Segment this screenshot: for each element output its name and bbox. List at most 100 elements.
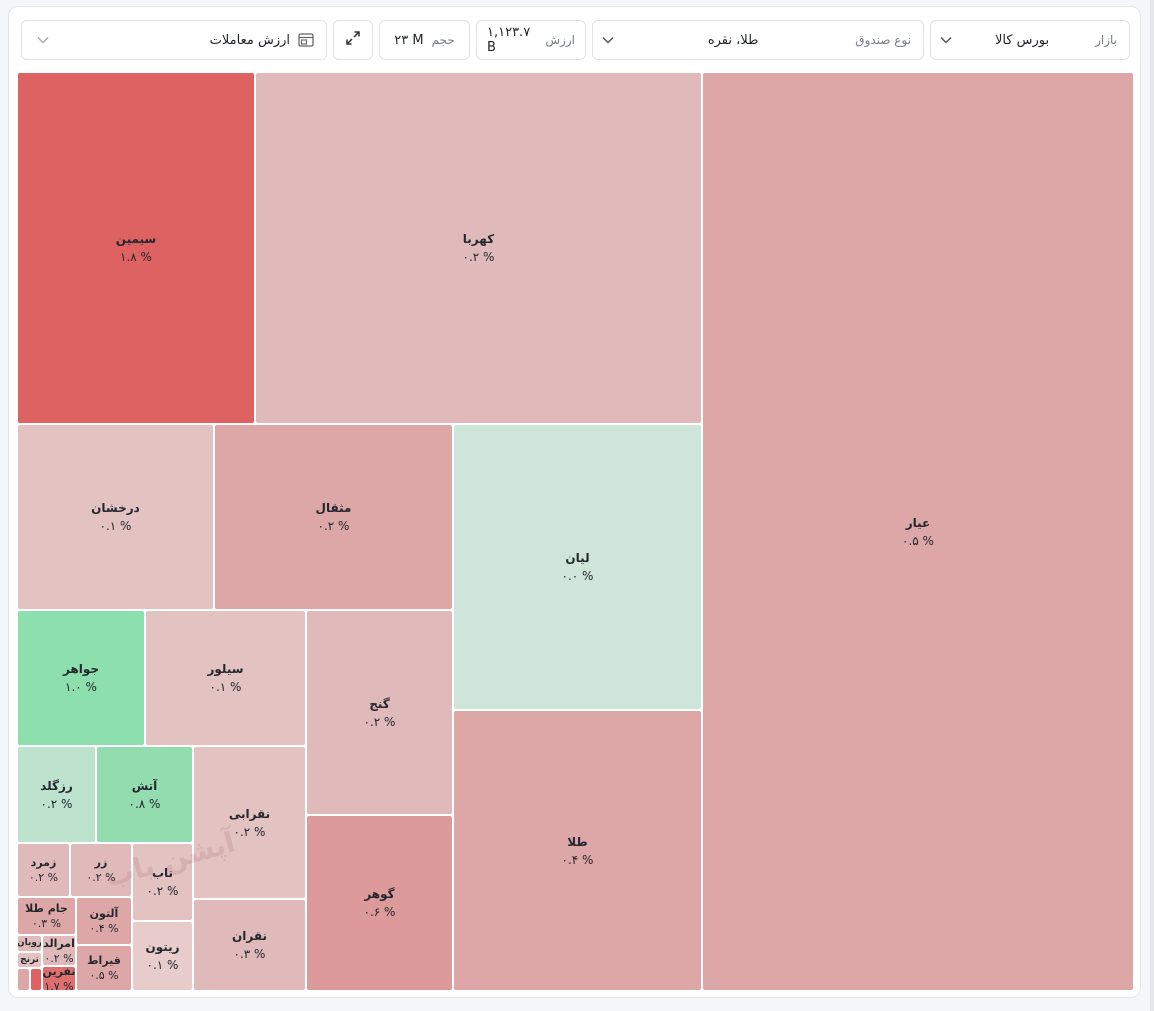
tile-change: ۱.۷ % — [44, 979, 74, 991]
tile-label: سیمین — [115, 232, 157, 246]
tile-zar[interactable]: زر ۰.۲ % — [70, 843, 132, 897]
tile-label: کهربا — [462, 232, 495, 246]
tile-change: ۱.۰ % — [65, 680, 97, 694]
tile-rosegold[interactable]: رزگلد ۰.۲ % — [17, 746, 96, 843]
tile-tala[interactable]: طلا ۰.۴ % — [453, 710, 702, 991]
tile-jam-tala[interactable]: جام طلا ۰.۳ % — [17, 897, 76, 935]
tile-label: ترنج — [20, 954, 39, 965]
tile-label: آلتون — [89, 907, 119, 920]
tile-zomorod[interactable]: زمرد ۰.۲ % — [17, 843, 70, 897]
tile-roban[interactable]: روبان — [17, 935, 42, 952]
fund-type-select[interactable]: نوع صندوق طلا، نقره — [592, 20, 924, 60]
page-scrollbar[interactable] — [1150, 0, 1154, 1011]
tile-change: ۰.۵ % — [902, 533, 934, 548]
tile-silver[interactable]: سیلور ۰.۱ % — [145, 610, 306, 746]
tile-label: آتش — [131, 778, 158, 793]
fullscreen-button[interactable] — [333, 20, 373, 60]
tile-small-a[interactable] — [17, 968, 30, 991]
tile-label: زمرد — [30, 856, 57, 869]
value-stat-label: ارزش — [545, 33, 575, 47]
value-stat-value: ۱,۱۲۳.۷ B — [487, 25, 531, 55]
chevron-down-icon[interactable] — [931, 36, 961, 44]
expand-icon — [345, 30, 361, 50]
tile-change: ۰.۲ % — [86, 871, 116, 884]
tile-alton[interactable]: آلتون ۰.۴ % — [76, 897, 132, 945]
treemap: عیار ۰.۵ % کهربا ۰.۲ % سیمین ۱.۸ % لیان ۰.۰ … — [17, 72, 1134, 991]
tile-label: نقرابی — [228, 806, 271, 821]
fund-type-label: نوع صندوق — [855, 33, 911, 47]
tile-change: ۰.۴ % — [561, 852, 594, 867]
metric-select[interactable]: ارزش معاملات — [21, 20, 327, 60]
tile-label: درخشان — [91, 501, 140, 515]
volume-stat-label: حجم — [431, 33, 455, 47]
tile-label: گوهر — [364, 887, 395, 901]
fund-type-value: طلا، نقره — [707, 32, 759, 48]
tile-label: رزگلد — [40, 778, 73, 793]
tile-change: ۰.۳ % — [31, 917, 62, 930]
tile-noghrabi[interactable]: نقرابی ۰.۲ % — [193, 746, 306, 899]
tile-atash[interactable]: آتش ۰.۸ % — [96, 746, 193, 843]
market-label: بازار — [1095, 33, 1117, 47]
tile-change: ۰.۲ % — [44, 951, 74, 965]
tile-change: ۰.۶ % — [363, 905, 396, 919]
tile-label: جواهر — [62, 662, 100, 676]
tile-emerald[interactable]: امرالد ۰.۲ % — [42, 935, 76, 966]
tile-ganj[interactable]: گنج ۰.۲ % — [306, 610, 453, 815]
tile-kahroba[interactable]: کهربا ۰.۲ % — [255, 72, 702, 424]
tile-change: ۰.۱ % — [209, 680, 242, 694]
tile-simin[interactable]: سیمین ۱.۸ % — [17, 72, 255, 424]
tile-label: جام طلا — [25, 902, 68, 915]
tile-label: نفرین — [42, 966, 76, 978]
tile-change: ۰.۵ % — [89, 969, 119, 982]
tile-ghirat[interactable]: قیراط ۰.۵ % — [76, 945, 132, 991]
tile-change: ۰.۴ % — [89, 922, 119, 935]
tile-label: گنج — [369, 696, 390, 711]
tile-label: قیراط — [87, 954, 121, 967]
tile-label: سیلور — [207, 662, 244, 676]
tile-liyan[interactable]: لیان ۰.۰ % — [453, 424, 702, 710]
tile-change: ۰.۲ % — [233, 824, 266, 839]
tile-label: ریتون — [145, 940, 180, 954]
market-select[interactable]: بازار بورس کالا — [930, 20, 1130, 60]
tile-noghran[interactable]: نقران ۰.۳ % — [193, 899, 306, 991]
tile-derakhshan[interactable]: درخشان ۰.۱ % — [17, 424, 214, 610]
tile-nafrin[interactable]: نفرین ۱.۷ % — [42, 966, 76, 991]
tile-label: لیان — [565, 551, 590, 565]
layout-icon — [290, 33, 326, 47]
tile-label: روبان — [17, 938, 42, 948]
tile-change: ۰.۲ % — [462, 250, 495, 264]
tile-change: ۰.۰ % — [561, 569, 594, 583]
tile-change: ۰.۱ % — [146, 958, 179, 972]
tile-label: عیار — [905, 515, 931, 530]
tile-gohar[interactable]: گوهر ۰.۶ % — [306, 815, 453, 991]
tile-change: ۰.۲ % — [28, 871, 59, 884]
tile-mesghal[interactable]: مثقال ۰.۲ % — [214, 424, 453, 610]
volume-stat-value: ۲۳ M — [394, 32, 424, 48]
tile-ayar[interactable]: عیار ۰.۵ % — [702, 72, 1134, 991]
tile-label: طلا — [567, 834, 588, 849]
tile-javaher[interactable]: جواهر ۱.۰ % — [17, 610, 145, 746]
tile-label: زر — [94, 856, 108, 869]
market-value: بورس کالا — [994, 32, 1050, 48]
tile-change: ۰.۲ % — [317, 519, 350, 533]
tile-change: ۰.۲ % — [40, 796, 73, 811]
tile-change: ۰.۸ % — [128, 796, 161, 811]
chevron-down-icon[interactable] — [28, 36, 58, 44]
tile-change: ۰.۳ % — [233, 947, 266, 961]
tile-change: ۰.۲ % — [363, 714, 396, 729]
tile-label: امرالد — [43, 936, 75, 950]
tile-riton[interactable]: ریتون ۰.۱ % — [132, 921, 193, 991]
tile-label: ناب — [151, 866, 174, 880]
tile-nab[interactable]: ناب ۰.۲ % — [132, 843, 193, 921]
chevron-down-icon[interactable] — [593, 36, 623, 44]
tile-change: ۰.۱ % — [99, 519, 132, 533]
metric-value: ارزش معاملات — [209, 32, 290, 48]
tile-small-b[interactable] — [30, 968, 42, 991]
tile-label: نقران — [232, 929, 267, 943]
tile-change: ۰.۲ % — [146, 884, 179, 898]
tile-change: ۱.۸ % — [120, 250, 152, 264]
value-stat: ارزش ۱,۱۲۳.۷ B — [476, 20, 586, 60]
tile-label: مثقال — [315, 501, 352, 515]
volume-stat: حجم ۲۳ M — [379, 20, 470, 60]
tile-toranj[interactable]: ترنج — [17, 952, 42, 968]
